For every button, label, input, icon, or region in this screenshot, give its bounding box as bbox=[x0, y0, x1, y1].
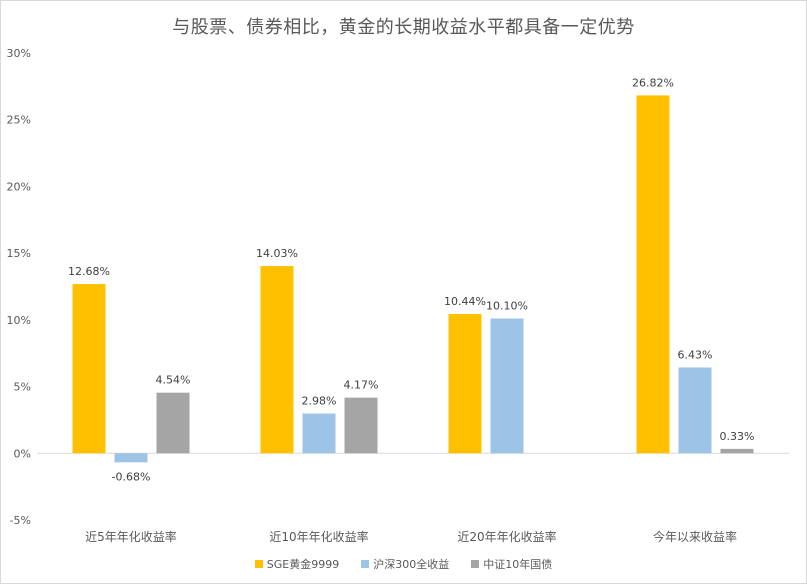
x-tick-label: 近20年年化收益率 bbox=[457, 529, 556, 544]
legend-item: 中证10年国债 bbox=[471, 556, 552, 572]
y-tick-label: 25% bbox=[7, 114, 31, 127]
legend-item: SGE黄金9999 bbox=[254, 556, 340, 572]
y-tick-label: 10% bbox=[7, 314, 31, 327]
data-label: 26.82% bbox=[632, 76, 674, 89]
bar bbox=[302, 413, 336, 454]
data-label: 2.98% bbox=[302, 395, 337, 408]
bar bbox=[260, 266, 294, 454]
legend-swatch bbox=[254, 560, 263, 568]
legend-swatch bbox=[361, 560, 370, 568]
legend-label: 中证10年国债 bbox=[483, 558, 553, 571]
chart-title: 与股票、债券相比，黄金的长期收益水平都具备一定优势 bbox=[172, 17, 635, 38]
bar bbox=[448, 313, 482, 454]
bar bbox=[490, 318, 524, 454]
y-tick-label: 20% bbox=[7, 180, 31, 193]
data-label: 4.17% bbox=[344, 379, 379, 392]
legend-swatch bbox=[471, 560, 480, 568]
x-tick-label: 近10年年化收益率 bbox=[269, 529, 368, 544]
data-label: -0.68% bbox=[112, 470, 151, 483]
chart-legend: SGE黄金9999 沪深300全收益 中证10年国债 bbox=[1, 556, 806, 572]
y-tick-label: 15% bbox=[7, 247, 31, 260]
legend-item: 沪深300全收益 bbox=[361, 556, 449, 572]
data-label: 14.03% bbox=[256, 247, 298, 260]
data-label: 12.68% bbox=[68, 265, 110, 278]
y-tick-label: -5% bbox=[10, 514, 31, 527]
bar bbox=[344, 397, 378, 454]
bar bbox=[72, 284, 106, 454]
bar bbox=[678, 367, 712, 454]
data-label: 6.43% bbox=[678, 348, 713, 361]
y-tick-label: 5% bbox=[14, 381, 31, 394]
bar bbox=[114, 453, 148, 463]
y-tick-label: 0% bbox=[14, 447, 31, 460]
legend-label: SGE黄金9999 bbox=[266, 558, 340, 571]
x-tick-label: 近5年年化收益率 bbox=[85, 529, 177, 544]
data-label: 10.44% bbox=[444, 295, 486, 308]
x-tick-label: 今年以来收益率 bbox=[653, 529, 737, 544]
data-label: 10.10% bbox=[486, 300, 528, 313]
bar bbox=[720, 448, 754, 454]
legend-label: 沪深300全收益 bbox=[373, 558, 450, 571]
bar bbox=[636, 95, 670, 454]
data-label: 0.33% bbox=[720, 430, 755, 443]
data-label: 4.54% bbox=[156, 374, 191, 387]
y-tick-label: 30% bbox=[7, 47, 31, 60]
bar bbox=[156, 392, 190, 454]
